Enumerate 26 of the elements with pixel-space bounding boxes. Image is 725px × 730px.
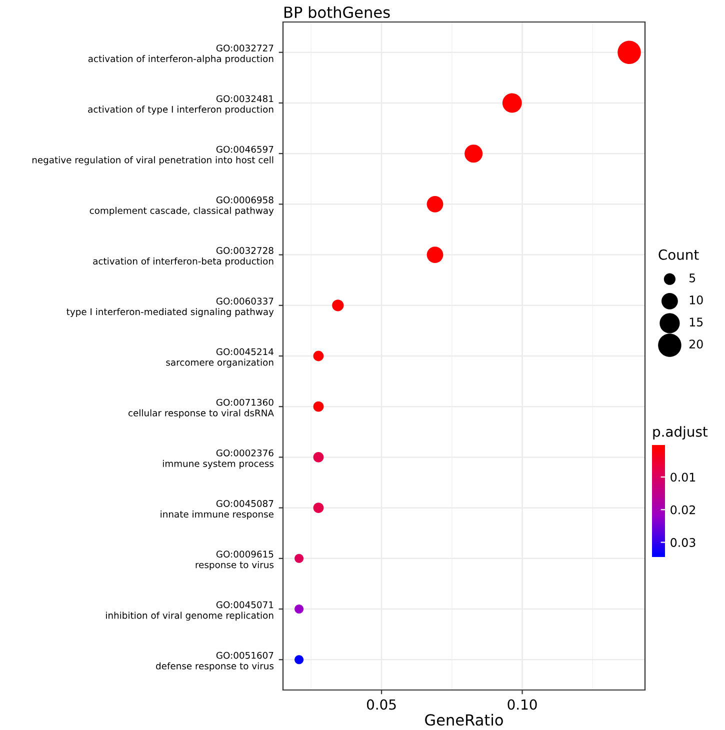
color-bar-label: 0.02 — [670, 505, 695, 514]
y-tick-label: GO:0045214 sarcomere organization — [166, 348, 274, 368]
legend-label: 15 — [690, 318, 703, 326]
legend-label: 10 — [690, 296, 703, 304]
y-tick-label: GO:0032727 activation of interferon-alpha production — [88, 44, 274, 64]
legend-label: 5 — [690, 274, 696, 282]
color-bar-title: p.adjust — [653, 426, 708, 440]
y-tick-label: GO:0060337 type I interferon-mediated signaling pathway — [66, 298, 274, 317]
legend-label: 20 — [689, 340, 703, 349]
y-tick-label: GO:0051607 defense response to virus — [156, 652, 274, 672]
y-tick-label: GO:0006958 complement cascade, classical pathway — [90, 196, 274, 216]
y-tick-label: GO:0045087 innate immune response — [160, 500, 274, 520]
y-tick-label: GO:0046597 negative regulation of viral penetration into host cell — [32, 146, 274, 166]
y-tick-label: GO:0002376 immune system process — [162, 449, 274, 469]
y-tick-label: GO:0009615 response to virus — [196, 550, 274, 570]
y-tick-label: GO:0032728 activation of interferon-beta production — [93, 247, 274, 266]
x-tick-label: 0.10 — [508, 699, 537, 710]
y-tick-label: GO:0071360 cellular response to viral dsRNA — [128, 398, 274, 418]
y-tick-label: GO:0045071 inhibition of viral genome replication — [106, 601, 274, 621]
x-axis-title: GeneRatio — [425, 714, 503, 726]
color-bar-label: 0.03 — [670, 538, 696, 547]
chart-title: BP bothGenes — [284, 6, 390, 18]
x-tick-label: 0.05 — [366, 699, 396, 710]
legend-title: Count — [658, 249, 699, 260]
color-bar-label: 0.01 — [670, 472, 696, 482]
y-tick-label: GO:0032481 activation of type I interferon production — [88, 95, 274, 115]
